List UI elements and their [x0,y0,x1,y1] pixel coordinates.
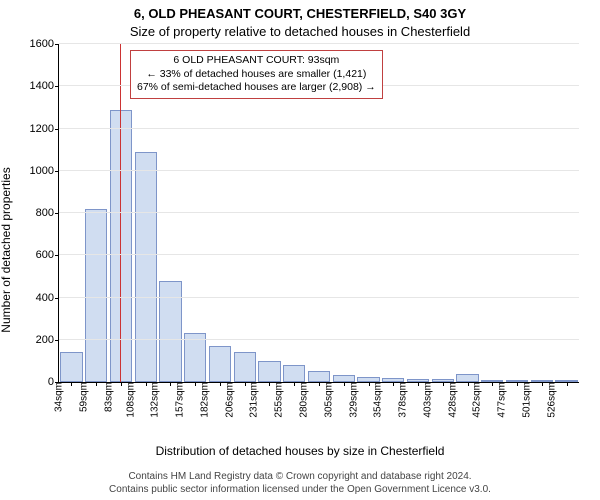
y-tick-mark [55,340,59,341]
annotation-line1: 6 OLD PHEASANT COURT: 93sqm [137,54,376,68]
histogram-bar [283,365,305,382]
x-tick-label: 354sqm [367,382,384,418]
histogram-bar [258,361,280,382]
y-gridline: 1200 [59,128,579,129]
footer-line2: Contains public sector information licen… [0,484,600,497]
y-tick-mark [55,86,59,87]
y-gridline: 200 [59,339,579,340]
histogram-bar [308,371,330,382]
x-tick-label: 206sqm [218,382,235,418]
x-tick-label: 231sqm [243,382,260,418]
x-tick-label: 403sqm [417,382,434,418]
x-tick-label: 59sqm [73,382,90,412]
annotation-line3: 67% of semi-detached houses are larger (… [137,81,376,95]
x-tick-label: 83sqm [97,382,114,412]
x-tick-label: 477sqm [491,382,508,418]
y-axis-label: Number of detached properties [0,167,13,332]
x-tick-label: 108sqm [119,382,136,418]
x-tick-label: 280sqm [293,382,310,418]
x-tick-mark [567,382,568,386]
annotation-box: 6 OLD PHEASANT COURT: 93sqm ← 33% of det… [130,50,383,99]
reference-line [120,44,121,382]
y-gridline: 1600 [59,43,579,44]
y-tick-mark [55,129,59,130]
histogram-bar [184,333,206,382]
x-tick-label: 182sqm [194,382,211,418]
x-tick-label: 526sqm [540,382,557,418]
y-gridline: 600 [59,254,579,255]
x-axis-label: Distribution of detached houses by size … [0,444,600,458]
x-tick-label: 378sqm [392,382,409,418]
x-tick-label: 255sqm [268,382,285,418]
x-tick-label: 452sqm [466,382,483,418]
y-tick-mark [55,255,59,256]
x-tick-label: 132sqm [144,382,161,418]
histogram-bar [234,352,256,382]
x-tick-label: 428sqm [441,382,458,418]
histogram-bar [135,152,157,382]
chart-title-main: 6, OLD PHEASANT COURT, CHESTERFIELD, S40… [0,6,600,21]
histogram-bar [333,375,355,382]
footer-line1: Contains HM Land Registry data © Crown c… [0,471,600,484]
x-tick-label: 501sqm [516,382,533,418]
y-tick-mark [55,298,59,299]
chart-footer: Contains HM Land Registry data © Crown c… [0,471,600,496]
chart-container: 6, OLD PHEASANT COURT, CHESTERFIELD, S40… [0,0,600,500]
chart-title-sub: Size of property relative to detached ho… [0,24,600,39]
annotation-line2: ← 33% of detached houses are smaller (1,… [137,68,376,82]
histogram-bar [85,209,107,382]
y-tick-mark [55,213,59,214]
y-gridline: 800 [59,212,579,213]
x-tick-label: 329sqm [342,382,359,418]
y-tick-mark [55,44,59,45]
y-tick-mark [55,171,59,172]
x-tick-label: 34sqm [48,382,65,412]
histogram-bar [60,352,82,382]
x-tick-label: 305sqm [317,382,334,418]
histogram-bar [209,346,231,382]
y-gridline: 400 [59,297,579,298]
histogram-bar [456,374,478,382]
y-gridline: 1000 [59,170,579,171]
x-tick-label: 157sqm [169,382,186,418]
